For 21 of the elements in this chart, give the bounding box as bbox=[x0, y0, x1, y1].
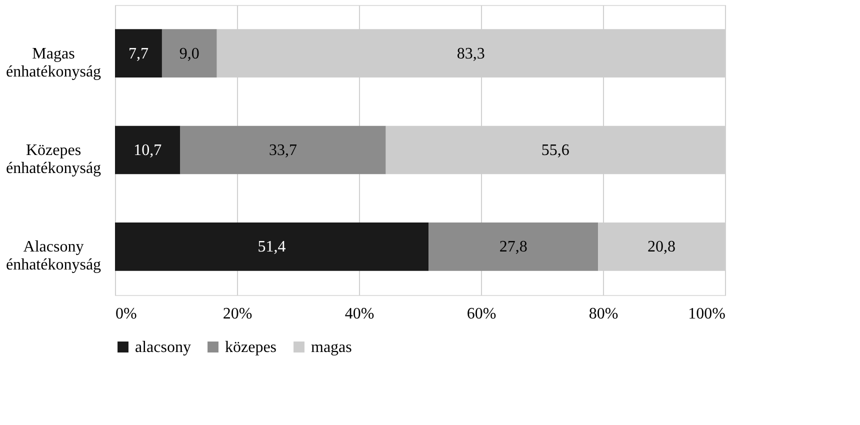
x-tick-label: 80% bbox=[588, 306, 618, 322]
data-label: 55,6 bbox=[541, 142, 570, 159]
x-tick-label: 40% bbox=[344, 306, 374, 322]
data-label: 9,0 bbox=[179, 45, 200, 62]
data-label: 27,8 bbox=[499, 238, 528, 256]
data-label: 83,3 bbox=[456, 45, 485, 62]
data-label: 20,8 bbox=[648, 238, 676, 256]
data-label: 51,4 bbox=[258, 238, 286, 256]
legend-label: alacsony bbox=[135, 339, 191, 356]
data-label: 10,7 bbox=[134, 142, 162, 159]
data-label: 7,7 bbox=[128, 45, 148, 62]
y-tick-label: Magas énhatékonyság bbox=[6, 45, 102, 80]
y-tick-label: Közepes énhatékonyság bbox=[6, 142, 102, 177]
x-tick-label: 60% bbox=[466, 306, 496, 322]
x-tick-label: 20% bbox=[222, 306, 252, 322]
legend-label: magas bbox=[311, 339, 352, 356]
x-tick-label: 0% bbox=[116, 306, 137, 322]
legend-label: közepes bbox=[225, 339, 277, 356]
data-label: 33,7 bbox=[269, 142, 298, 159]
x-tick-label: 100% bbox=[688, 306, 726, 322]
y-tick-label: Alacsony énhatékonyság bbox=[6, 238, 102, 274]
